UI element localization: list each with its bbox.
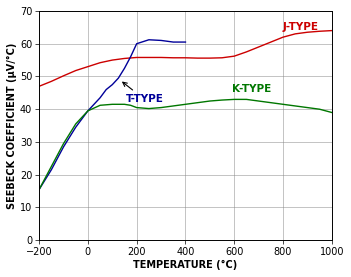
Y-axis label: SEEBECK COEFFICIENT (µV/°C): SEEBECK COEFFICIENT (µV/°C): [7, 42, 17, 209]
Text: K-TYPE: K-TYPE: [232, 84, 271, 94]
X-axis label: TEMPERATURE (°C): TEMPERATURE (°C): [133, 260, 238, 270]
Text: J-TYPE: J-TYPE: [283, 22, 319, 32]
Text: T-TYPE: T-TYPE: [123, 82, 164, 104]
